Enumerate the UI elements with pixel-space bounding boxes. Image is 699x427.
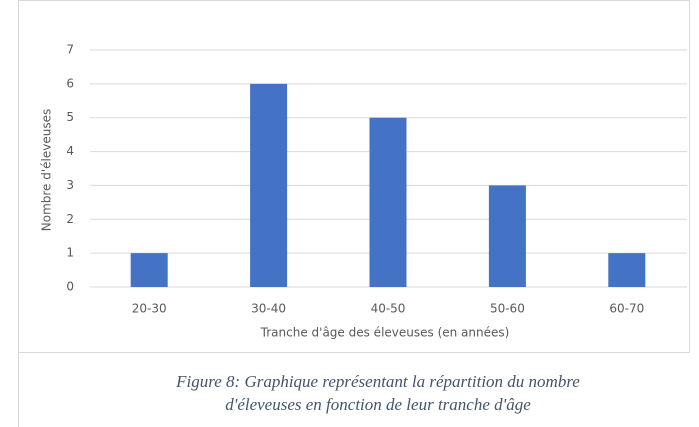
- y-tick-label: 6: [66, 76, 74, 90]
- bar: [250, 83, 288, 287]
- y-tick-label: 1: [66, 246, 74, 260]
- y-tick-label: 0: [66, 280, 74, 294]
- y-tick-label: 3: [66, 178, 74, 192]
- y-tick-label: 4: [66, 144, 74, 158]
- bar: [130, 253, 168, 287]
- caption-line: Figure 8: Graphique représentant la répa…: [175, 372, 580, 391]
- y-tick-label: 5: [66, 110, 74, 124]
- x-tick-label: 30-40: [251, 302, 286, 316]
- x-tick-label: 40-50: [371, 302, 406, 316]
- y-tick-label: 2: [66, 212, 74, 226]
- x-axis-title: Tranche d'âge des éleveuses (en années): [260, 326, 510, 340]
- bar: [369, 117, 407, 287]
- chart-border: [18, 0, 690, 353]
- bar: [488, 185, 526, 287]
- x-tick-label: 50-60: [490, 302, 525, 316]
- x-tick-label: 60-70: [609, 302, 644, 316]
- x-tick-label: 20-30: [132, 302, 167, 316]
- y-axis-title: Nombre d'éleveuses: [40, 109, 54, 231]
- bar: [608, 253, 646, 287]
- caption-line: d'éleveuses en fonction de leur tranche …: [225, 395, 531, 414]
- y-tick-label: 7: [66, 43, 74, 57]
